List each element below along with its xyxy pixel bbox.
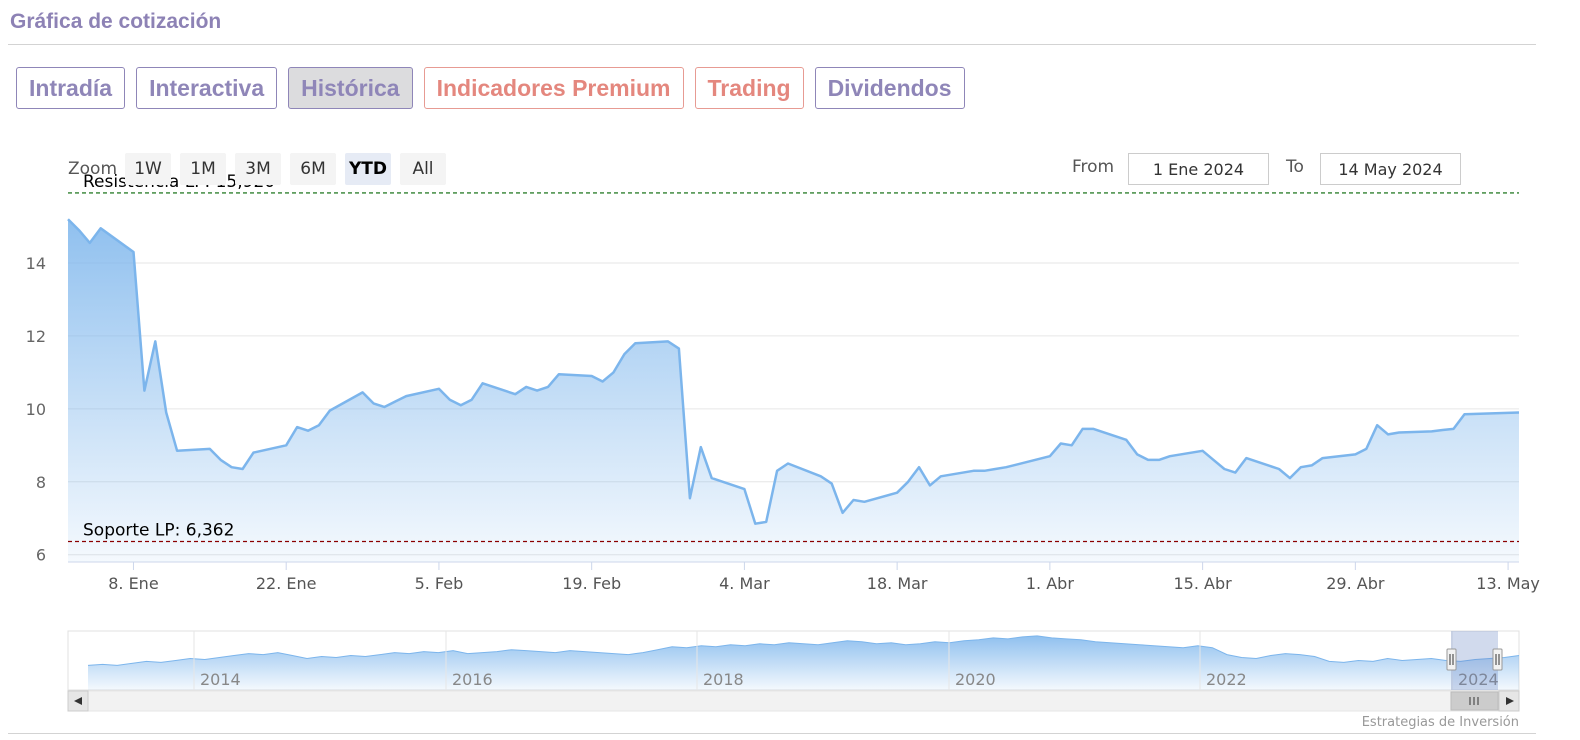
tab-trading[interactable]: Trading: [694, 67, 804, 109]
price-line: [67, 218, 1520, 525]
credits-link: Estrategias de Inversión: [1362, 715, 1519, 730]
zoom-1w-button[interactable]: 1W: [125, 153, 171, 185]
scrollbar-track[interactable]: [67, 690, 1520, 712]
zoom-ytd-button[interactable]: YTD: [345, 153, 391, 185]
price-area: [68, 219, 1519, 562]
title-divider: [8, 44, 1536, 45]
tab-historica[interactable]: Histórica: [288, 67, 413, 109]
navigator-year-label: 2020: [955, 670, 996, 689]
to-date-input[interactable]: 14 May 2024: [1320, 153, 1461, 185]
navigator-line: [87, 635, 1520, 666]
x-tick-label: 13. May: [1476, 574, 1540, 593]
zoom-label: Zoom: [68, 159, 118, 179]
page-title: Gráfica de cotización: [10, 10, 222, 33]
x-tick-label: 15. Abr: [1174, 574, 1233, 593]
x-tick-label: 29. Abr: [1326, 574, 1385, 593]
tab-intradia[interactable]: Intradía: [16, 67, 126, 109]
y-tick-label: 10: [26, 400, 46, 419]
navigator-year-label: 2018: [703, 670, 744, 689]
navigator-year-label: 2024: [1458, 670, 1499, 689]
arrow-left-icon: [74, 697, 82, 705]
from-date-input[interactable]: 1 Ene 2024: [1128, 153, 1269, 185]
from-label: From: [1072, 157, 1115, 177]
navigator-selection[interactable]: [1451, 631, 1498, 690]
navigator-left-handle[interactable]: [1446, 648, 1457, 671]
x-tick-label: 19. Feb: [562, 574, 621, 593]
zoom-1m-button[interactable]: 1M: [180, 153, 226, 185]
x-tick-label: 18. Mar: [867, 574, 928, 593]
x-tick-label: 22. Ene: [256, 574, 317, 593]
tab-indicadores-premium[interactable]: Indicadores Premium: [423, 67, 684, 109]
navigator-right-handle[interactable]: [1492, 648, 1503, 671]
x-tick-label: 4. Mar: [719, 574, 770, 593]
x-tick-label: 8. Ene: [108, 574, 158, 593]
to-label: To: [1286, 157, 1304, 177]
zoom-all-button[interactable]: All: [400, 153, 446, 185]
y-tick-label: 6: [36, 546, 46, 565]
navigator-year-label: 2014: [200, 670, 241, 689]
tab-dividendos[interactable]: Dividendos: [814, 67, 965, 109]
zoom-3m-button[interactable]: 3M: [235, 153, 281, 185]
y-tick-label: 14: [26, 254, 46, 273]
zoom-6m-button[interactable]: 6M: [290, 153, 336, 185]
x-tick-label: 5. Feb: [415, 574, 464, 593]
navigator-year-label: 2016: [452, 670, 493, 689]
tab-interactiva[interactable]: Interactiva: [136, 67, 278, 109]
footer-divider: [8, 733, 1536, 734]
chart-tabs: Intradía Interactiva Histórica Indicador…: [16, 67, 965, 109]
support-label: Soporte LP: 6,362: [83, 521, 234, 541]
arrow-right-icon: [1506, 697, 1514, 705]
x-tick-label: 1. Abr: [1026, 574, 1074, 593]
y-tick-label: 8: [36, 473, 46, 492]
navigator-year-label: 2022: [1206, 670, 1247, 689]
y-tick-label: 12: [26, 327, 46, 346]
